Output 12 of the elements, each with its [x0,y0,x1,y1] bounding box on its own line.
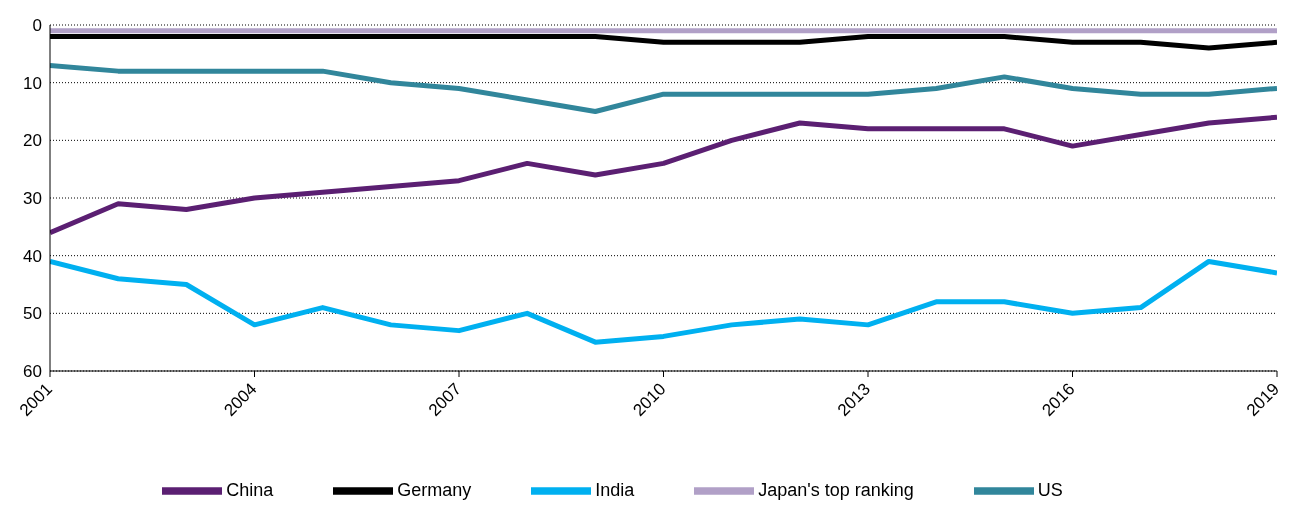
y-tick-label: 20 [23,131,42,151]
legend-label: China [226,479,274,500]
y-tick-label: 40 [23,246,42,266]
legend-label: Japan's top ranking [758,479,914,500]
y-tick-label: 10 [23,73,42,93]
y-tick-label: 0 [32,16,42,36]
y-tick-label: 30 [23,189,42,209]
legend-label: US [1037,479,1063,500]
y-tick-label: 60 [23,362,42,382]
legend-label: Germany [397,479,472,500]
y-tick-label: 50 [23,304,42,324]
legend-label: India [595,479,635,500]
